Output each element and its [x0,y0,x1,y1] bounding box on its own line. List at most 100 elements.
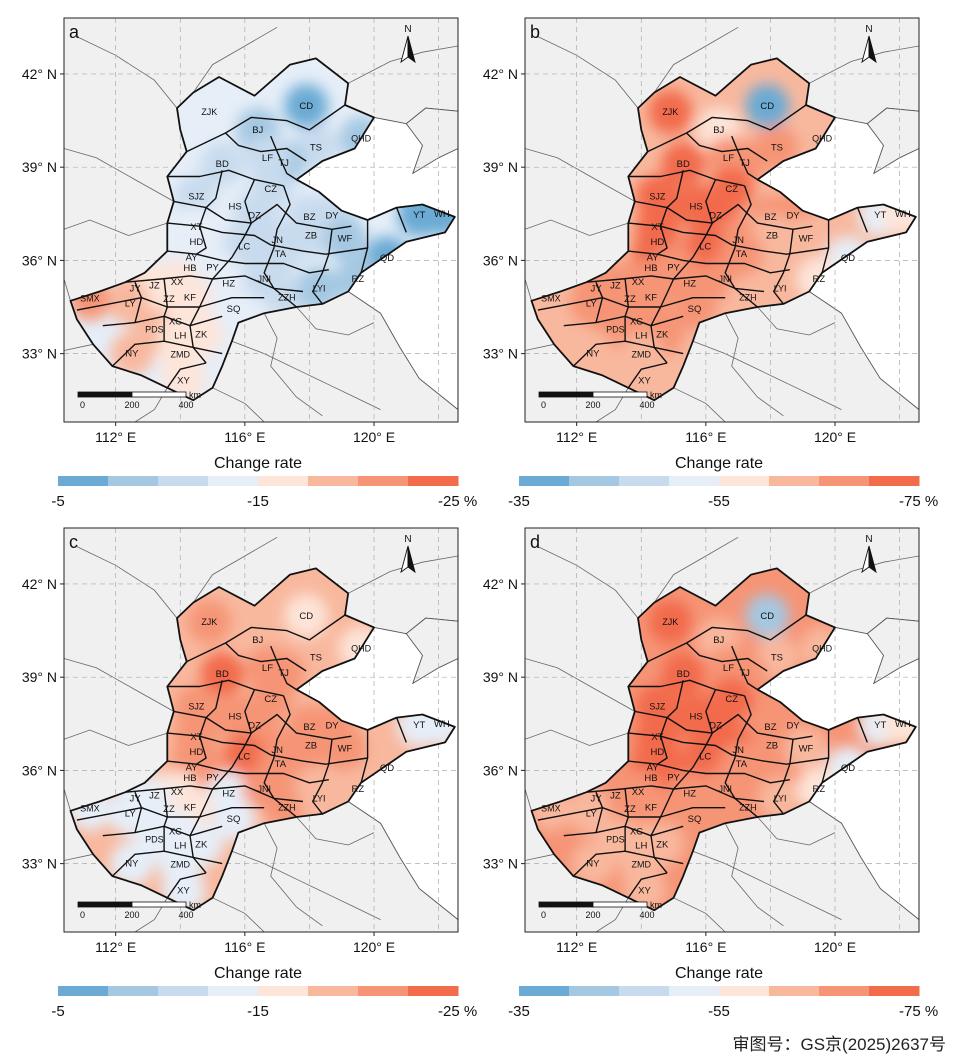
colorbar-segment [408,476,459,486]
city-boundary [650,689,717,874]
city-label-hs: HS [229,711,242,722]
city-label-zz: ZZ [624,804,636,815]
city-label-jni: JNI [257,784,271,794]
scale-bar-segment [77,391,133,398]
city-label-zb: ZB [305,741,317,752]
city-label-bj: BJ [713,635,724,646]
province-border [757,816,836,846]
city-label-ts: TS [310,143,322,154]
city-label-xx: XX [632,787,645,798]
lat-tick-label: 39° N [483,159,518,175]
city-boundary [395,207,407,233]
city-label-pds: PDS [145,325,164,335]
colorbar-segment [358,986,409,996]
north-arrow-icon [407,545,416,574]
city-label-cz: CZ [725,694,738,705]
legend-title: Change rate [675,965,763,982]
scale-bar-tick: 0 [541,400,546,410]
city-label-jni: JNI [257,274,271,284]
colorbar-label-mid: -55 [708,1003,730,1020]
city-boundary [186,104,346,153]
city-label-cd: CD [760,611,774,622]
map-svg-c: CD ZJK BJ QHD TS TJ LF BD CZ SJZ HS BZ DY XT DZ YT WH JN Z… [22,527,477,1020]
lon-tick-label: 112° E [556,429,597,445]
city-boundary [773,229,794,305]
city-label-bj: BJ [252,125,263,136]
city-label-sq: SQ [227,814,241,825]
lat-tick-label: 42° N [483,66,518,82]
province-border [263,823,323,927]
city-label-jn: JN [271,745,283,756]
map-panel-d: CD ZJK BJ QHD TS TJ LF BD CZ SJZ HS BZ DY XT DZ YT WH JN Z… [461,510,941,1020]
city-label-lf: LF [723,663,734,674]
north-arrow-icon [868,35,877,64]
region-boundary [530,567,917,912]
city-boundary [657,170,684,255]
map-svg-d: CD ZJK BJ QHD TS TJ LF BD CZ SJZ HS BZ DY XT DZ YT WH JN Z… [483,527,938,1020]
city-label-lf: LF [262,663,273,674]
scale-bar-tick: 400 [639,910,654,920]
lat-tick-label: 33° N [22,856,57,872]
city-label-dz: DZ [248,720,261,731]
colorbar-label-right: -75 % [899,1003,938,1020]
city-boundary [724,695,758,818]
city-boundary [360,220,369,273]
city-label-pds: PDS [606,325,625,335]
city-boundary [731,645,758,691]
city-label-jni: JNI [718,784,732,794]
province-border [525,853,555,861]
lat-tick-label: 36° N [483,762,518,778]
colorbar-label-right: -25 % [438,493,477,510]
province-border [653,536,739,603]
city-boundary [189,179,256,364]
city-value-blob [187,89,232,134]
city-label-zzh: ZZH [739,293,757,303]
scale-bar-tick: 200 [585,400,600,410]
city-value-blob [570,841,615,886]
city-label-xc: XC [169,317,182,328]
city-value-blob [648,89,693,134]
city-label-kf: KF [645,293,657,304]
legend-title: Change rate [214,965,302,982]
province-border [192,26,278,93]
colorbar-segment [869,476,920,486]
city-boundary [225,642,307,672]
city-boundary [634,200,813,231]
province-border [653,26,739,93]
north-arrow-label: N [404,534,411,545]
city-label-zmd: ZMD [171,349,191,359]
city-label-jn: JN [271,235,283,246]
city-label-xt: XT [190,222,202,233]
lat-tick-label: 36° N [22,762,57,778]
city-boundary [624,278,630,342]
city-boundary [647,614,807,663]
colorbar-label-mid: -15 [247,493,269,510]
city-label-zb: ZB [766,741,778,752]
city-label-zk: ZK [195,839,208,850]
lon-tick-label: 120° E [353,429,395,445]
colorbar-segment [619,986,670,996]
city-boundary [856,207,868,233]
city-label-tj: TJ [739,158,750,169]
city-value-blob [745,83,790,128]
city-label-zmd: ZMD [632,859,652,869]
city-label-py: PY [206,773,219,784]
colorbar-label-right: -25 % [438,1003,477,1020]
map-panel-c: CD ZJK BJ QHD TS TJ LF BD CZ SJZ HS BZ DY XT DZ YT WH JN Z… [0,510,480,1020]
province-border [537,36,639,109]
city-label-zb: ZB [305,231,317,242]
map-svg-b: CD ZJK BJ QHD TS TJ LF BD CZ SJZ HS BZ DY XT DZ YT WH JN Z… [483,17,938,510]
lon-tick-label: 112° E [95,939,136,955]
city-label-zjk: ZJK [662,107,678,117]
lon-tick-label: 116° E [224,429,265,445]
city-label-hs: HS [229,201,242,212]
province-border [525,278,532,301]
lat-tick-label: 39° N [22,669,57,685]
colorbar-segment [869,986,920,996]
province-border [64,788,71,811]
city-label-zb: ZB [766,231,778,242]
province-border [212,897,265,932]
city-label-ta: TA [275,249,287,260]
city-boundary [628,169,745,187]
colorbar-segment [158,476,209,486]
